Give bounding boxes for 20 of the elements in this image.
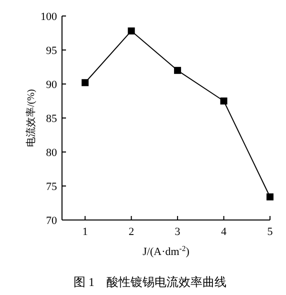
x-tick-label: 3	[174, 226, 181, 238]
y-tick-label: 70	[46, 215, 58, 227]
y-tick-label: 100	[40, 11, 58, 23]
x-tick-label: 2	[128, 226, 134, 238]
x-tick-label: 5	[267, 226, 274, 238]
x-tick-label: 4	[221, 226, 228, 238]
x-axis-title: J/(A·dm$^{-2}$)	[142, 244, 190, 258]
y-tick-label: 85	[46, 113, 58, 125]
y-tick-label: 80	[46, 147, 58, 159]
y-tick-label: 95	[46, 45, 58, 57]
y-tick-label: 90	[46, 79, 58, 91]
point	[82, 79, 89, 86]
caption: 图 1 酸性镀锡电流效率曲线	[74, 275, 226, 289]
point	[266, 193, 274, 200]
y-axis-title: 电流效率/(%)	[25, 89, 37, 147]
y-tick-label: 75	[46, 181, 58, 193]
point	[128, 27, 135, 34]
x-tick-label: 1	[82, 226, 88, 238]
point	[220, 98, 228, 104]
point	[174, 66, 182, 74]
